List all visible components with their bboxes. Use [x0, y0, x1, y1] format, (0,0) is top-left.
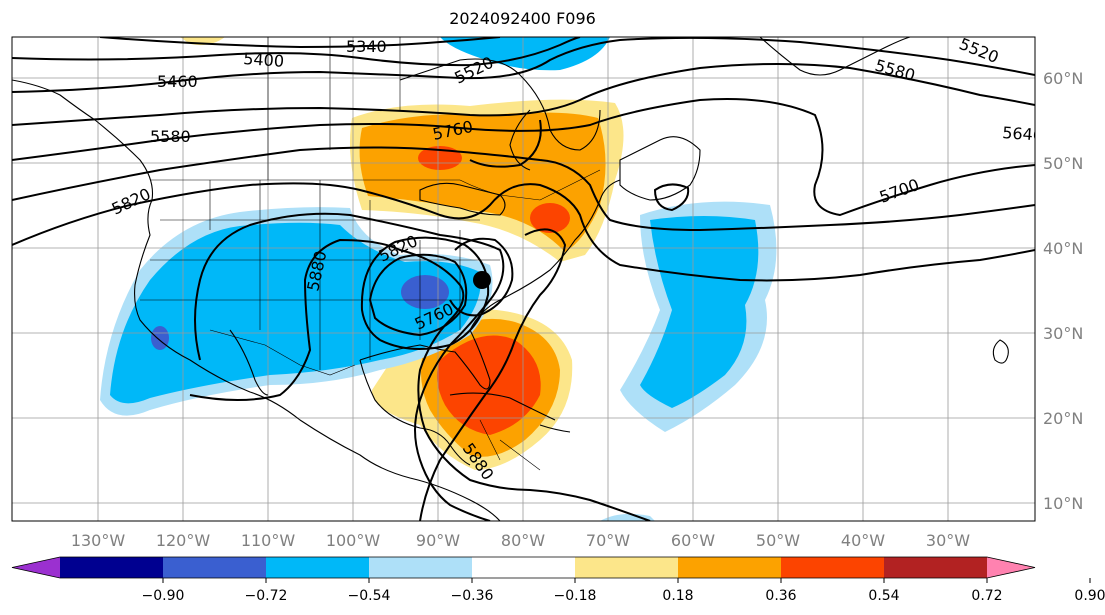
colorbar-segment	[266, 557, 370, 578]
latitude-labels: 10°N 20°N 30°N 40°N 50°N 60°N	[1043, 69, 1083, 513]
lat-label: 50°N	[1043, 154, 1083, 173]
colorbar-tick-label: −0.90	[142, 588, 185, 604]
height-contours	[12, 37, 1035, 521]
colorbar-segment	[575, 557, 679, 578]
contour-label: 5340	[346, 37, 387, 56]
contour-label: 5700	[877, 175, 922, 207]
map-title: 2024092400 F096	[449, 9, 596, 28]
lon-label: 70°W	[586, 531, 630, 550]
colorbar-extend-high	[987, 557, 1035, 578]
lon-label: 60°W	[671, 531, 715, 550]
colorbar-extend-low	[12, 557, 60, 578]
lon-label: 50°W	[756, 531, 800, 550]
contour-label: 5460	[157, 72, 198, 91]
colorbar-tick-label: −0.18	[554, 588, 597, 604]
colorbar-segment	[60, 557, 164, 578]
colorbar-tick-label: 0.18	[662, 588, 693, 604]
contour-label: 5820	[109, 184, 154, 218]
colorbar-tick-label: −0.36	[451, 588, 494, 604]
longitude-labels: 130°W 120°W 110°W 100°W 90°W 80°W 70°W 6…	[71, 531, 970, 550]
colorbar-segment	[472, 557, 576, 578]
colorbar-segment	[678, 557, 782, 578]
colorbar-tick-label: 0.72	[971, 588, 1002, 604]
lon-label: 30°W	[926, 531, 970, 550]
anomaly-fills	[100, 37, 777, 521]
low-center-marker	[473, 271, 491, 289]
map-plot-area: 5340 5400 5460 5520 5520 5580 5580 5640 …	[12, 37, 1044, 521]
colorbar-segment	[163, 557, 267, 578]
lat-label: 30°N	[1043, 324, 1083, 343]
contour-label: 5400	[243, 49, 285, 71]
lon-label: 40°W	[841, 531, 885, 550]
lat-label: 10°N	[1043, 494, 1083, 513]
map-frame	[11, 36, 1036, 522]
contour-label: 5580	[150, 127, 191, 146]
lon-label: 100°W	[326, 531, 381, 550]
colorbar-tick-label: −0.54	[348, 588, 391, 604]
contour-label: 5520	[451, 53, 496, 88]
colorbar	[11, 556, 1036, 579]
colorbar-outline	[11, 556, 1036, 579]
lon-label: 80°W	[501, 531, 545, 550]
colorbar-tick-label: 0.90	[1074, 588, 1105, 604]
colorbar-segment	[369, 557, 473, 578]
colorbar-tick-label: 0.54	[868, 588, 899, 604]
lat-label: 40°N	[1043, 239, 1083, 258]
lon-label: 110°W	[241, 531, 296, 550]
contour-label: 5640	[1002, 123, 1044, 145]
lon-label: 130°W	[71, 531, 126, 550]
colorbar-segment	[781, 557, 885, 578]
lon-label: 120°W	[156, 531, 211, 550]
colorbar-segment	[884, 557, 988, 578]
colorbar-tick-label: 0.36	[765, 588, 796, 604]
lon-label: 90°W	[416, 531, 460, 550]
colorbar-tick-label: −0.72	[245, 588, 288, 604]
colorbar-ticks: −0.90 −0.72 −0.54 −0.36 −0.18 0.18 0.36 0.54 0.7…	[142, 578, 1105, 604]
lat-label: 60°N	[1043, 69, 1083, 88]
lat-label: 20°N	[1043, 409, 1083, 428]
contour-label: 5580	[873, 56, 917, 85]
